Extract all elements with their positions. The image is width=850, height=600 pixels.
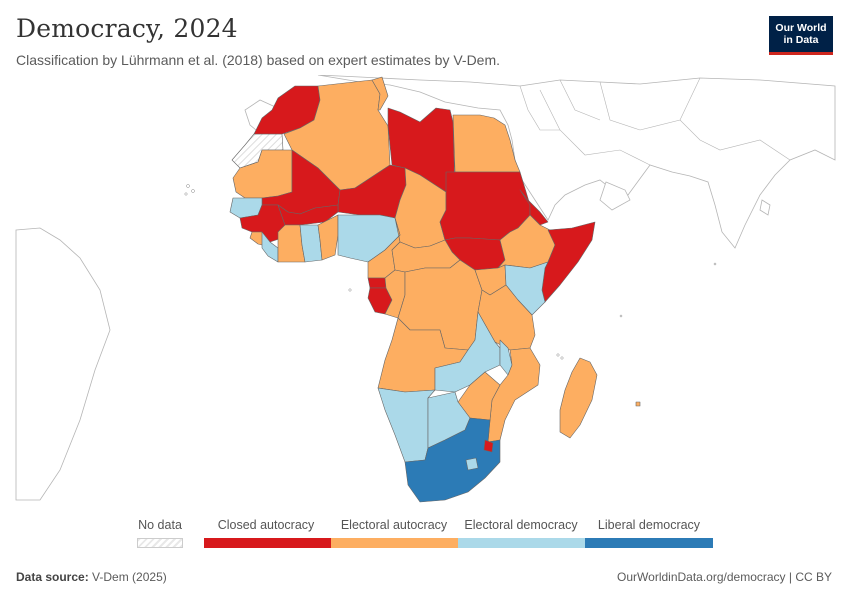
small-islands <box>184 184 717 360</box>
region-namibia <box>377 387 436 463</box>
legend: No data Closed autocracy Electoral autoc… <box>0 515 850 555</box>
region-lesotho <box>465 457 479 471</box>
region-south-africa <box>404 417 501 503</box>
legend-electoral-democracy-label: Electoral democracy <box>464 518 578 532</box>
logo-line-2: in Data <box>783 34 819 46</box>
legend-electoral-autocracy-label: Electoral autocracy <box>340 518 448 532</box>
chart-subtitle: Classification by Lührmann et al. (2018)… <box>16 52 501 68</box>
chart-title: Democracy, 2024 <box>16 14 238 43</box>
data-source-label: Data source: <box>16 570 89 584</box>
region-somalia <box>541 221 596 303</box>
legend-electoral-autocracy-swatch[interactable] <box>331 538 458 548</box>
legend-no-data-label: No data <box>138 518 182 532</box>
legend-no-data-swatch[interactable] <box>137 538 183 548</box>
region-eswatini <box>483 439 494 453</box>
footer-link[interactable]: OurWorldinData.org/democracy | CC BY <box>617 570 832 584</box>
region-equatorial-guinea <box>367 277 387 289</box>
logo-line-1: Our World <box>775 22 827 34</box>
legend-electoral-democracy-swatch[interactable] <box>458 538 585 548</box>
data-source: Data source: V-Dem (2025) <box>16 570 167 584</box>
region-mauritius <box>635 401 641 407</box>
background-borders <box>519 77 791 166</box>
legend-closed-autocracy-swatch[interactable] <box>204 538 331 548</box>
region-eritrea <box>519 189 549 226</box>
data-source-value: V-Dem (2025) <box>92 570 167 584</box>
legend-liberal-democracy-label: Liberal democracy <box>597 518 701 532</box>
owid-logo[interactable]: Our World in Data <box>769 16 833 55</box>
country-regions <box>229 76 641 503</box>
region-madagascar <box>559 357 598 439</box>
legend-liberal-democracy-swatch[interactable] <box>585 538 713 548</box>
region-tunisia <box>371 76 389 111</box>
africa-map <box>15 75 836 503</box>
legend-closed-autocracy-label: Closed autocracy <box>217 518 315 532</box>
